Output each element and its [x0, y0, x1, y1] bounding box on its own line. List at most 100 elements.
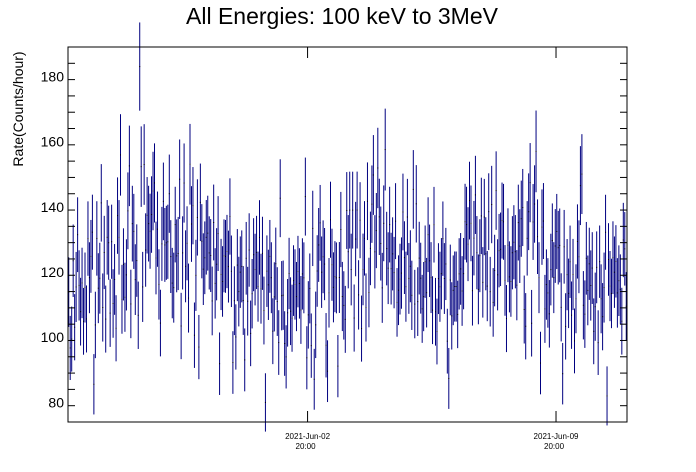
y-axis-label: Rate(Counts/hour)	[10, 51, 26, 166]
data-point	[331, 228, 333, 301]
data-point	[505, 285, 507, 353]
data-point	[316, 235, 318, 307]
y-tick-label: 180	[41, 68, 65, 84]
data-point	[584, 280, 586, 348]
data-point	[222, 246, 224, 317]
data-point	[458, 238, 460, 310]
data-point	[134, 244, 136, 316]
data-point	[498, 213, 500, 288]
data-point	[96, 201, 98, 276]
data-point	[582, 271, 584, 340]
data-point	[142, 251, 144, 322]
data-point	[550, 233, 552, 306]
data-point	[343, 271, 345, 340]
data-point	[409, 230, 411, 303]
data-point	[346, 172, 348, 249]
data-point	[525, 293, 527, 360]
data-point	[146, 177, 148, 254]
data-point	[244, 328, 246, 392]
x-axis-ticks: 2021-Jun-02 20:00 2021-Jun-09 20:00	[285, 432, 579, 451]
data-point	[406, 178, 408, 256]
data-point	[288, 237, 290, 310]
data-point	[219, 332, 221, 395]
data-point	[247, 266, 249, 336]
data-point	[208, 216, 210, 290]
data-point	[534, 165, 536, 243]
data-point	[486, 251, 488, 322]
data-point	[74, 294, 76, 361]
data-point	[504, 245, 506, 316]
data-point	[488, 173, 490, 251]
data-point	[158, 249, 160, 320]
data-point	[446, 308, 448, 374]
data-point	[156, 191, 158, 267]
data-point	[375, 193, 377, 269]
data-point	[239, 236, 241, 308]
data-point	[497, 239, 499, 311]
data-point	[358, 260, 360, 330]
data-point	[361, 295, 363, 362]
data-point	[529, 143, 531, 223]
data-point	[293, 245, 295, 316]
data-point	[349, 171, 351, 249]
data-point	[485, 217, 487, 291]
data-point	[585, 221, 587, 295]
data-point	[85, 285, 87, 353]
data-point	[251, 258, 253, 329]
data-point	[390, 232, 392, 305]
data-point	[201, 204, 203, 279]
data-point	[267, 249, 269, 320]
data-point	[131, 185, 133, 262]
data-point	[111, 204, 113, 279]
data-point	[608, 223, 610, 296]
data-point	[566, 239, 568, 311]
x-tick-label-date: 2021-Jun-09	[534, 432, 579, 441]
data-point	[196, 179, 198, 256]
data-point	[347, 215, 349, 289]
data-point	[340, 191, 342, 268]
data-point	[263, 276, 265, 345]
data-point	[235, 304, 237, 370]
data-point	[100, 164, 102, 242]
data-point	[420, 242, 422, 314]
data-point	[291, 284, 293, 352]
data-point	[186, 206, 188, 281]
data-point	[140, 126, 142, 207]
data-point	[448, 347, 450, 409]
data-point	[399, 243, 401, 315]
data-point	[396, 268, 398, 337]
data-point	[466, 186, 468, 263]
data-point	[610, 258, 612, 329]
data-point	[205, 200, 207, 275]
data-point	[223, 219, 225, 293]
data-point	[159, 289, 161, 357]
data-point	[531, 289, 533, 357]
data-point	[309, 253, 311, 324]
data-point	[224, 219, 226, 293]
data-point	[384, 108, 386, 191]
data-point	[119, 114, 121, 196]
data-point	[514, 215, 516, 289]
data-point	[304, 157, 306, 236]
data-point	[588, 227, 590, 300]
data-point	[381, 252, 383, 323]
data-point	[528, 173, 530, 251]
data-point	[276, 267, 278, 336]
data-point	[440, 238, 442, 310]
data-point	[454, 251, 456, 322]
data-point	[118, 200, 120, 275]
data-point	[532, 184, 534, 260]
data-point	[272, 298, 274, 365]
data-point	[260, 253, 262, 324]
data-point	[270, 242, 272, 314]
data-point	[538, 242, 540, 314]
data-point	[81, 247, 83, 319]
data-point	[378, 178, 380, 256]
data-point	[233, 266, 235, 336]
data-point	[433, 186, 435, 263]
data-point	[229, 178, 231, 255]
data-point	[152, 151, 154, 231]
data-point	[80, 277, 82, 346]
data-point	[220, 238, 222, 311]
data-point	[313, 348, 315, 410]
